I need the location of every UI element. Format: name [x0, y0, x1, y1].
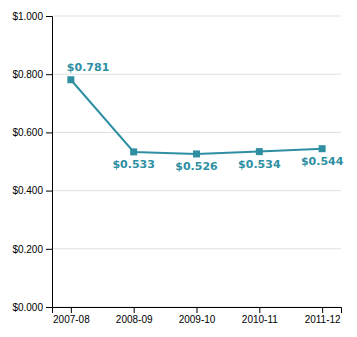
marker [130, 148, 137, 155]
marker [256, 148, 263, 155]
y-tick-mark [46, 132, 52, 133]
line [71, 80, 322, 154]
y-tick: $0.800 [12, 69, 52, 80]
y-tick-mark [46, 249, 52, 250]
x-tick-mark [134, 307, 135, 313]
marks [67, 76, 325, 157]
grid-line [52, 190, 341, 191]
x-axis: 2007-08 2008-09 2009-10 2010-11 2011-12 [53, 307, 342, 325]
grid-line [52, 132, 341, 133]
y-tick-label: $0.000 [12, 302, 43, 313]
y-tick-mark [46, 191, 52, 192]
grid-line [52, 248, 341, 249]
x-tick-mark [71, 307, 72, 313]
y-tick: $0.000 [12, 302, 52, 313]
marker [67, 76, 74, 83]
x-tick: 2008-09 [116, 307, 153, 325]
data-label: $0.534 [238, 158, 281, 171]
y-tick: $0.400 [12, 185, 52, 196]
y-tick-label: $1.000 [12, 11, 43, 22]
x-tick-label: 2009-10 [179, 314, 216, 325]
data-label: $0.544 [301, 155, 344, 168]
x-tick-mark [259, 307, 260, 313]
y-tick-mark [46, 74, 52, 75]
x-tick-label: 2011-12 [305, 314, 341, 325]
marker [193, 150, 200, 157]
x-tick: 2007-08 [53, 307, 90, 325]
x-tick-label: 2010-11 [242, 314, 278, 325]
grid [52, 16, 341, 307]
y-tick: $0.200 [12, 244, 52, 255]
data-label: $0.781 [67, 61, 109, 74]
x-tick-mark [322, 307, 323, 313]
y-tick-label: $0.600 [12, 127, 43, 138]
grid-line [52, 16, 341, 17]
x-tick: 2010-11 [242, 307, 278, 325]
x-axis-line [53, 308, 342, 314]
x-tick: 2009-10 [179, 307, 216, 325]
y-axis-line [46, 17, 53, 308]
y-tick: $0.600 [12, 127, 52, 138]
y-tick-mark [46, 16, 52, 17]
y-tick-label: $0.400 [12, 185, 43, 196]
y-tick-label: $0.800 [12, 69, 43, 80]
x-tick-mark [197, 307, 198, 313]
x-tick-label: 2007-08 [53, 314, 90, 325]
data-label: $0.533 [112, 158, 154, 171]
x-tick: 2011-12 [305, 307, 341, 325]
y-tick-label: $0.200 [12, 244, 43, 255]
marker [319, 145, 326, 152]
x-tick-label: 2008-09 [116, 314, 153, 325]
grid-line [52, 74, 341, 75]
y-tick: $1.000 [12, 11, 52, 22]
data-labels: $0.781 $0.533 $0.526 $0.534 $0.544 [67, 61, 344, 173]
data-label: $0.526 [175, 160, 218, 173]
plot: $0.000 $0.200 $0.400 $0.600 $0.800 $1.000 2007… [12, 11, 343, 325]
y-tick-mark [46, 307, 52, 308]
y-axis: $0.000 $0.200 $0.400 $0.600 $0.800 $1.000 [12, 11, 52, 313]
chart: $0.000 $0.200 $0.400 $0.600 $0.800 $1.000 2007… [0, 0, 357, 337]
